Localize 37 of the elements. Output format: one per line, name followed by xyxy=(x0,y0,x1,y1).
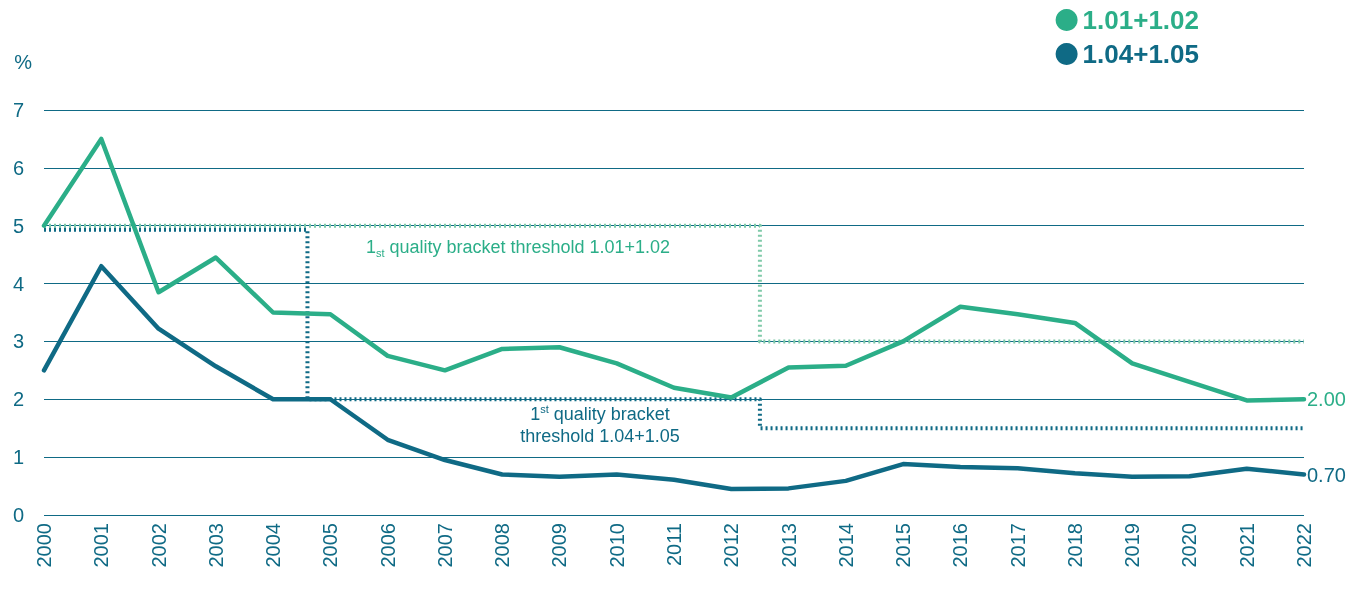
x-tick-label: 2020 xyxy=(1178,523,1201,568)
x-tick-label: 2022 xyxy=(1293,523,1315,568)
x-tick-label: 2000 xyxy=(33,523,55,568)
legend-label: 1.04+1.05 xyxy=(1082,39,1199,69)
data-label: 0.70 xyxy=(1307,463,1346,486)
y-tick-label: 6 xyxy=(12,156,24,179)
y-tick-label: 7 xyxy=(12,99,24,121)
x-tick-label: 2004 xyxy=(262,523,285,568)
x-tick-label: 2001 xyxy=(90,523,113,568)
x-tick-label: 2015 xyxy=(892,523,915,568)
legend-label: 1.01+1.02 xyxy=(1082,5,1199,35)
x-tick-label: 2011 xyxy=(663,523,685,567)
y-tick-label: 2 xyxy=(12,388,24,411)
x-tick-label: 2016 xyxy=(949,523,972,568)
x-tick-label: 2019 xyxy=(1121,523,1144,568)
x-tick-label: 2007 xyxy=(433,523,456,568)
y-tick-label: 1 xyxy=(12,446,24,469)
data-label: 2.00 xyxy=(1307,388,1346,411)
line-series xyxy=(41,136,1307,403)
x-tick-label: 2017 xyxy=(1006,523,1029,568)
y-tick-label: 3 xyxy=(12,330,24,353)
x-tick-label: 2005 xyxy=(319,523,342,568)
x-tick-label: 2021 xyxy=(1235,523,1258,568)
x-tick-label: 2010 xyxy=(605,523,628,568)
x-tick-label: 2018 xyxy=(1063,523,1086,568)
x-tick-label: 2014 xyxy=(834,523,857,568)
x-tick-label: 2009 xyxy=(548,523,571,568)
x-tick-label: 2003 xyxy=(204,523,227,568)
x-tick-label: 2012 xyxy=(720,523,743,568)
x-tick-label: 2013 xyxy=(777,523,800,568)
y-axis-title: % xyxy=(14,51,33,73)
x-tick-label: 2006 xyxy=(376,523,399,568)
x-tick-label: 2002 xyxy=(147,523,170,568)
y-tick-label: 5 xyxy=(12,214,24,237)
y-tick-label: 0 xyxy=(12,504,24,526)
x-tick-label: 2008 xyxy=(491,523,514,568)
y-tick-label: 4 xyxy=(12,272,24,295)
